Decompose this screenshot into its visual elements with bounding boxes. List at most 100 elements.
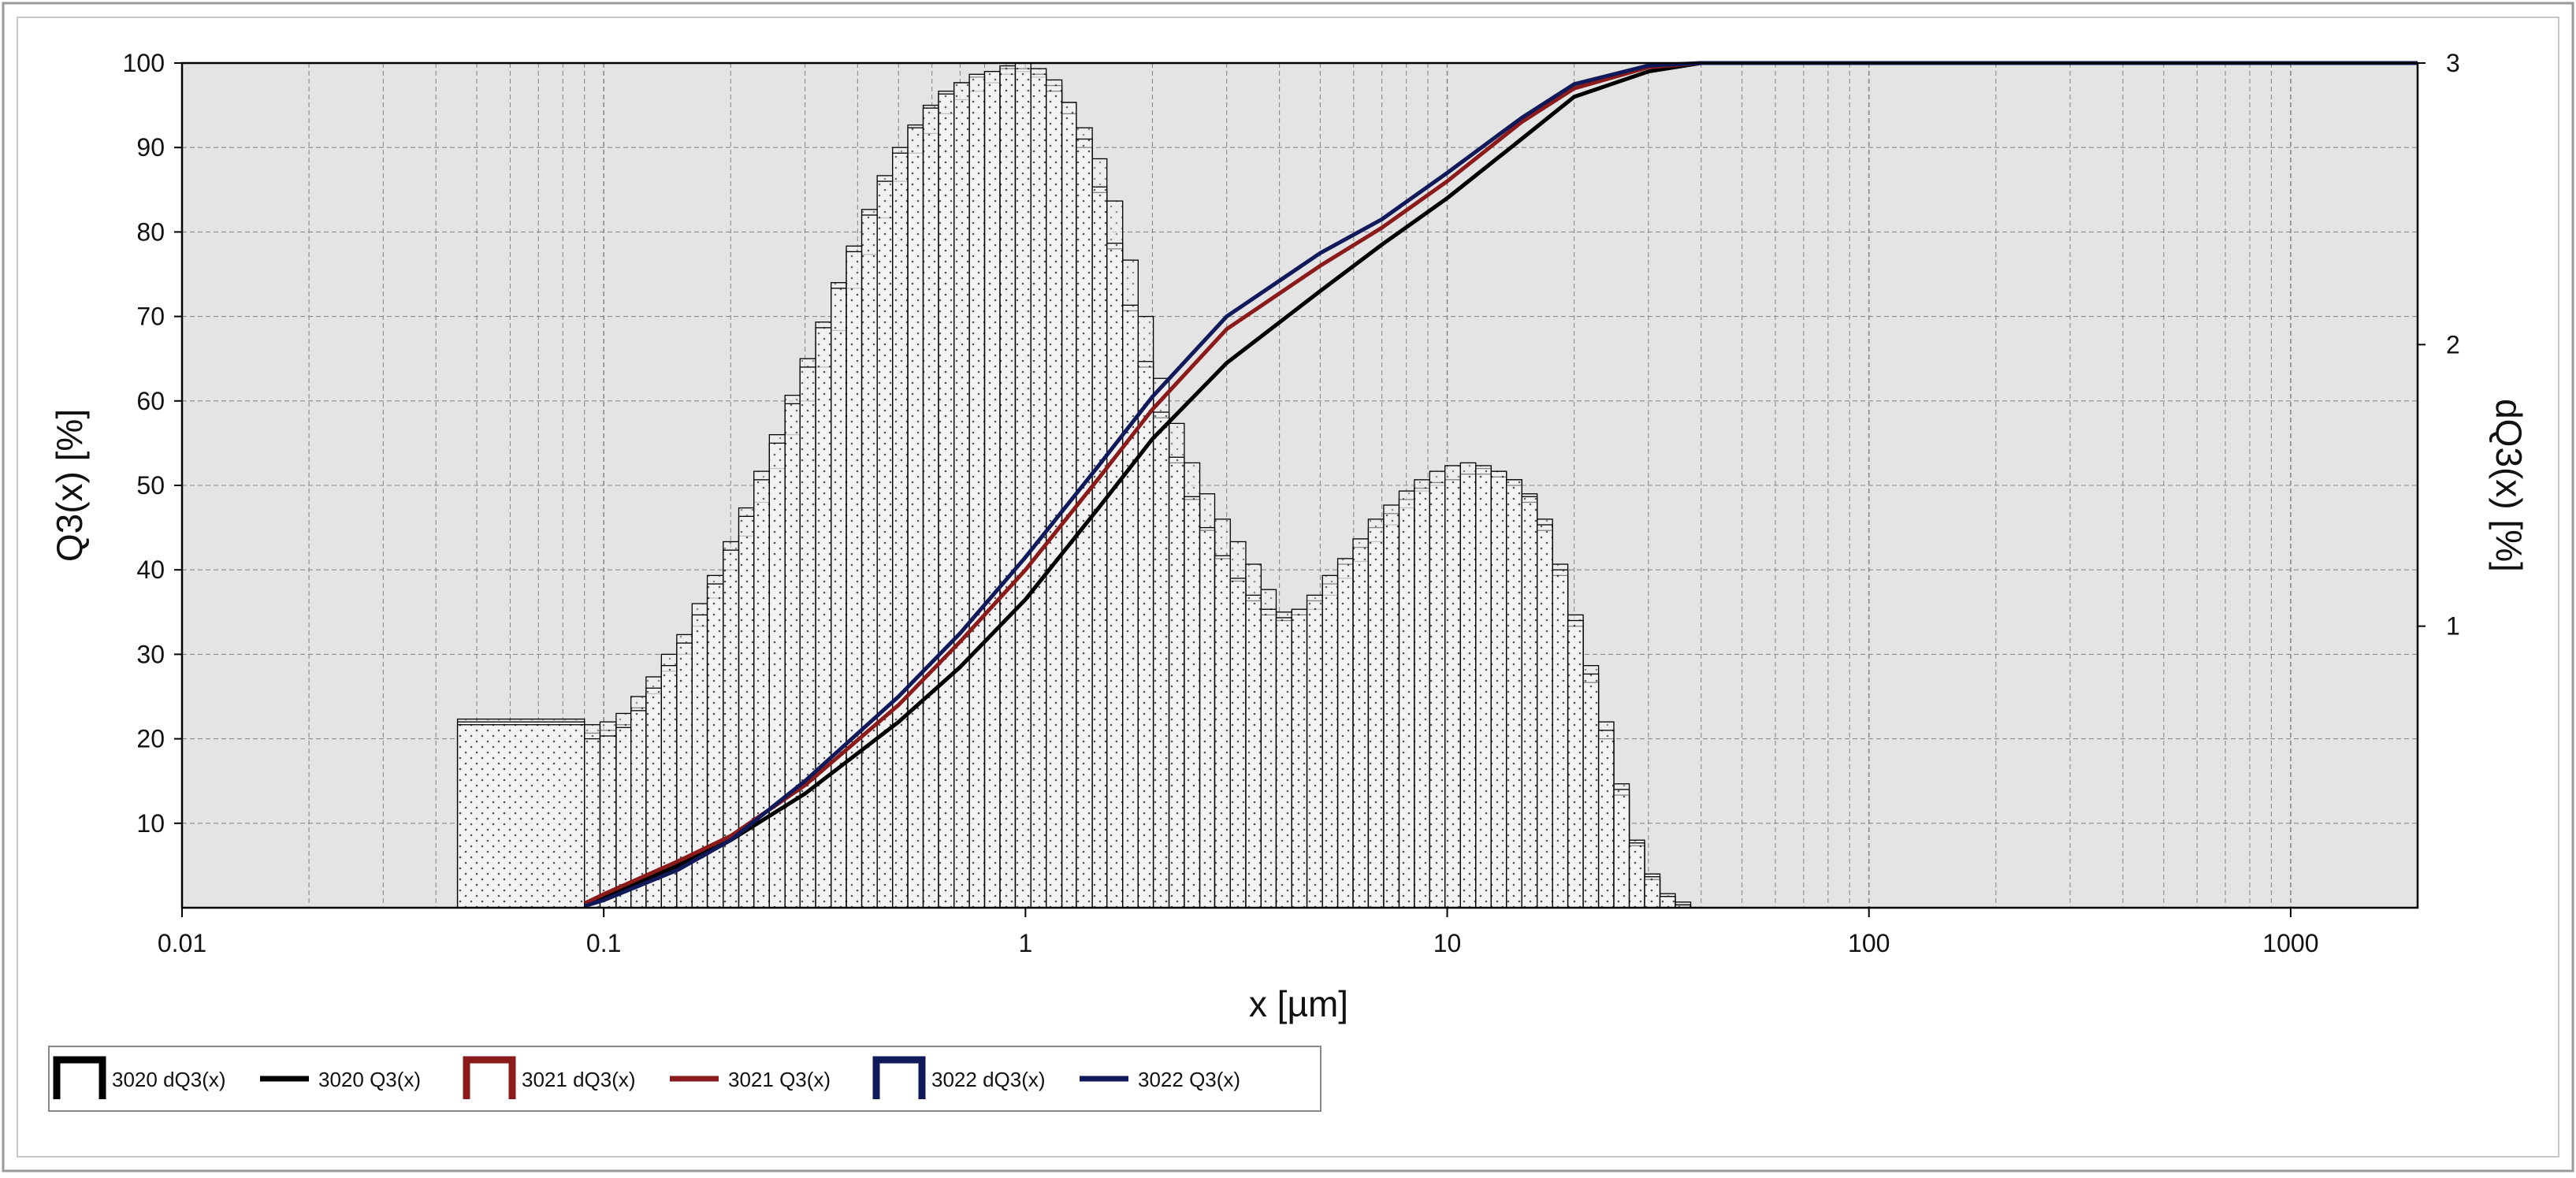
y-right-axis-ticks: 1 2 3 bbox=[2418, 49, 2460, 641]
histogram-bar-3022 bbox=[1122, 304, 1139, 909]
legend-bar-swatch-icon bbox=[463, 1056, 516, 1099]
histogram-bar-3022 bbox=[1567, 619, 1584, 909]
histogram-bar-3022 bbox=[768, 442, 786, 909]
y-left-tick-label: 50 bbox=[136, 471, 165, 500]
y-left-tick-label: 30 bbox=[136, 640, 165, 668]
y-left-tick-label: 90 bbox=[136, 133, 165, 162]
cumulative-line-3021 bbox=[583, 61, 2418, 905]
histogram-bar-3022 bbox=[1537, 524, 1553, 909]
histogram-bar-3022 bbox=[1613, 789, 1630, 909]
legend-item: 3020 Q3(x) bbox=[260, 1068, 421, 1091]
histogram-bar-3022 bbox=[1552, 569, 1569, 909]
legend-item: 3021 dQ3(x) bbox=[463, 1056, 636, 1099]
histogram-bar-3022 bbox=[1429, 470, 1446, 909]
histogram-bar-3022 bbox=[615, 726, 632, 909]
legend-label: 3022 Q3(x) bbox=[1138, 1068, 1240, 1091]
histogram-bar-3022 bbox=[1459, 462, 1477, 909]
histogram-bar-3022 bbox=[706, 583, 724, 909]
histogram-bar-3022 bbox=[1245, 594, 1262, 909]
histogram-bar-3022 bbox=[1184, 496, 1201, 909]
histogram-bar-3022 bbox=[1490, 470, 1507, 909]
x-tick-label: 0.1 bbox=[586, 929, 621, 957]
y-right-tick-label: 1 bbox=[2446, 612, 2460, 641]
legend-item: 3022 Q3(x) bbox=[1080, 1068, 1240, 1091]
histogram-bar-3022 bbox=[1597, 730, 1615, 909]
y-left-tick-label: 80 bbox=[136, 217, 165, 246]
histogram-bar-3022 bbox=[999, 65, 1017, 909]
histogram-bar-3022 bbox=[1628, 842, 1645, 909]
x-tick-label: 100 bbox=[1848, 929, 1890, 957]
x-tick-label: 10 bbox=[1433, 929, 1462, 957]
legend-item: 3020 dQ3(x) bbox=[53, 1056, 226, 1099]
cumulative-lines bbox=[583, 61, 2418, 909]
histogram-bar-3022 bbox=[1275, 617, 1292, 909]
x-axis-ticks: 0.01 0.1 1 10 100 1000 bbox=[158, 908, 2318, 957]
histogram-bar-3022 bbox=[1030, 68, 1047, 909]
histogram-bar-3022 bbox=[1398, 490, 1415, 909]
histogram-bar-3022 bbox=[1014, 62, 1032, 909]
y-right-tick-label: 2 bbox=[2446, 330, 2460, 359]
histogram-bar-3022 bbox=[1091, 186, 1108, 909]
histogram-bar-3022 bbox=[892, 152, 909, 909]
legend-bar-swatch-icon bbox=[53, 1056, 106, 1099]
histogram-bar-3022 bbox=[784, 403, 801, 909]
histogram-bar-3022 bbox=[815, 327, 832, 909]
histogram-bar-3022 bbox=[691, 614, 708, 909]
histogram-bar-3022 bbox=[1521, 496, 1538, 909]
histogram-bar-3022 bbox=[738, 515, 755, 909]
y-left-tick-label: 100 bbox=[123, 49, 165, 77]
histogram-bar-3022 bbox=[1306, 594, 1323, 909]
x-tick-label: 0.01 bbox=[158, 929, 206, 957]
legend-label: 3020 Q3(x) bbox=[318, 1068, 421, 1091]
histogram-bar-3022 bbox=[983, 71, 1001, 909]
histogram-bars bbox=[456, 62, 1692, 909]
histogram-bar-3022 bbox=[922, 107, 939, 909]
histogram-bar-3022 bbox=[861, 214, 878, 909]
legend-label: 3022 dQ3(x) bbox=[931, 1068, 1046, 1091]
histogram-bar-3022 bbox=[1414, 479, 1431, 909]
y-left-tick-label: 20 bbox=[136, 725, 165, 753]
histogram-bar-3022 bbox=[1582, 673, 1600, 909]
legend-bar-swatch-icon bbox=[872, 1056, 926, 1099]
histogram-bar-3022 bbox=[1214, 555, 1231, 909]
cumulative-line-3022 bbox=[583, 61, 2418, 909]
y-left-axis-label: Q3(x) [%] bbox=[49, 409, 90, 562]
legend-item: 3022 dQ3(x) bbox=[872, 1056, 1046, 1099]
histogram-bar-3022 bbox=[1336, 558, 1354, 909]
y-left-tick-label: 60 bbox=[136, 387, 165, 415]
y-right-tick-label: 3 bbox=[2446, 49, 2460, 77]
histogram-bar-3022 bbox=[1659, 896, 1676, 909]
histogram-bar-3022 bbox=[1506, 479, 1522, 909]
histogram-bar-3022 bbox=[1199, 526, 1216, 909]
histogram-bar-3022 bbox=[753, 479, 770, 909]
inner-border bbox=[17, 17, 2559, 1158]
histogram-bar-3022 bbox=[1352, 538, 1370, 909]
histogram-bar-3022 bbox=[968, 73, 986, 909]
histogram-bar-3022 bbox=[1229, 578, 1247, 909]
histogram-bar-3022 bbox=[1168, 456, 1185, 909]
legend-label: 3021 Q3(x) bbox=[728, 1068, 831, 1091]
histogram-bar-3022 bbox=[1644, 876, 1661, 909]
x-tick-label: 1 bbox=[1018, 929, 1032, 957]
histogram-bar-3022 bbox=[599, 735, 617, 909]
histogram-bar-3022 bbox=[1152, 411, 1170, 909]
histogram-bar-3022 bbox=[1321, 574, 1339, 909]
histogram-bar-3022 bbox=[1444, 465, 1461, 909]
histogram-bar-3022 bbox=[938, 93, 955, 909]
histogram-bar-3022 bbox=[799, 366, 816, 909]
histogram-bar-3022 bbox=[1475, 465, 1492, 909]
y-left-tick-label: 40 bbox=[136, 556, 165, 584]
histogram-bar-3022 bbox=[1260, 608, 1277, 909]
legend-item: 3021 Q3(x) bbox=[670, 1068, 831, 1091]
histogram-bar-3022 bbox=[876, 180, 894, 909]
x-tick-label: 1000 bbox=[2262, 929, 2318, 957]
histogram-bar-3022 bbox=[584, 738, 601, 909]
histogram-bar-3022 bbox=[456, 724, 585, 909]
y-right-axis-label: dQ3(x) [%] bbox=[2489, 399, 2530, 572]
legend-label: 3021 dQ3(x) bbox=[522, 1068, 636, 1091]
y-left-tick-label: 10 bbox=[136, 809, 165, 838]
legend-label: 3020 dQ3(x) bbox=[112, 1068, 226, 1091]
histogram-bar-3022 bbox=[953, 82, 970, 909]
